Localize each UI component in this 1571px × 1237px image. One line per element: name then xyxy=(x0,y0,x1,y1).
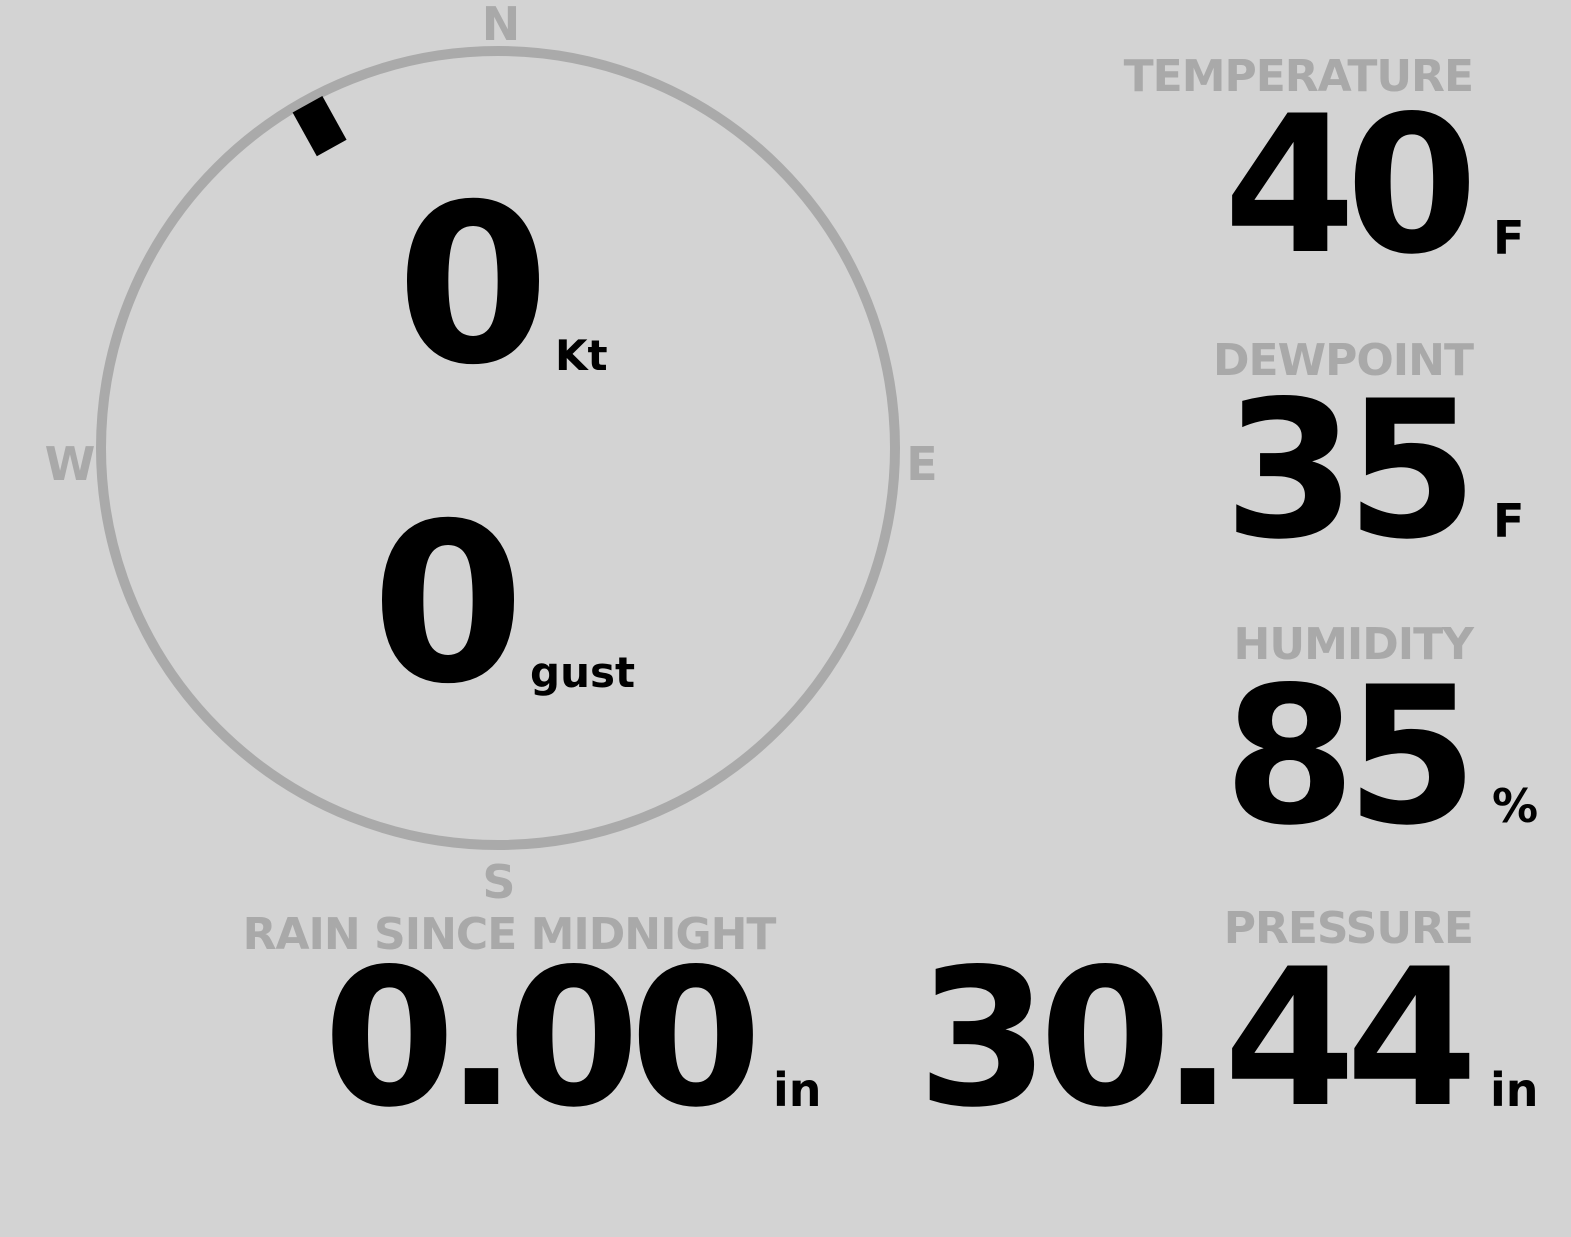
compass-ring xyxy=(96,46,900,850)
dewpoint-label: DEWPOINT xyxy=(1213,335,1474,386)
pressure-value: 30.44 xyxy=(917,928,1478,1149)
pressure-unit: in xyxy=(1490,1063,1539,1117)
compass-south-label: S xyxy=(482,855,516,909)
wind-gust-value: 0 xyxy=(371,476,524,732)
wind-speed-value: 0 xyxy=(396,157,549,413)
temperature-unit: F xyxy=(1493,211,1525,265)
compass-west-label: W xyxy=(44,437,96,491)
temperature-label: TEMPERATURE xyxy=(1123,51,1474,102)
humidity-value: 85 xyxy=(1223,646,1478,867)
rain-value: 0.00 xyxy=(323,928,762,1149)
dewpoint-unit: F xyxy=(1493,494,1525,548)
wind-direction-marker xyxy=(292,96,347,157)
wind-speed-unit: Kt xyxy=(555,331,608,380)
pressure-label: PRESSURE xyxy=(1223,903,1474,954)
dewpoint-value: 35 xyxy=(1223,360,1478,581)
temperature-value: 40 xyxy=(1223,75,1478,296)
compass-north-label: N xyxy=(481,0,521,51)
wind-gust-unit: gust xyxy=(530,648,636,697)
humidity-label: HUMIDITY xyxy=(1233,619,1474,670)
rain-label: RAIN SINCE MIDNIGHT xyxy=(242,909,777,960)
humidity-unit: % xyxy=(1492,779,1539,833)
rain-unit: in xyxy=(773,1063,822,1117)
compass-ticks xyxy=(196,177,800,719)
compass-east-label: E xyxy=(906,437,938,491)
